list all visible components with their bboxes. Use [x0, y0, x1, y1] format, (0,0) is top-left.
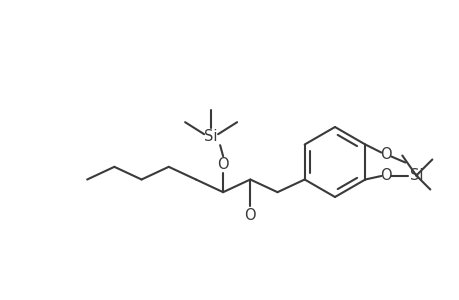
Text: O: O: [217, 157, 229, 172]
Text: Si: Si: [204, 129, 218, 144]
Text: O: O: [244, 208, 256, 223]
Text: Si: Si: [409, 168, 422, 183]
Text: O: O: [380, 168, 391, 183]
Text: O: O: [380, 147, 391, 162]
